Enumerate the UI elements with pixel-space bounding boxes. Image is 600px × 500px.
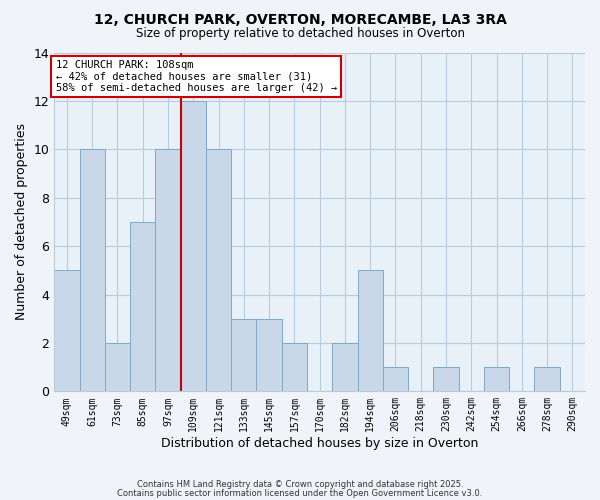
Bar	[535, 367, 560, 392]
Bar	[181, 101, 206, 392]
Bar	[130, 222, 155, 392]
Text: Contains public sector information licensed under the Open Government Licence v3: Contains public sector information licen…	[118, 488, 482, 498]
Bar	[206, 150, 231, 392]
X-axis label: Distribution of detached houses by size in Overton: Distribution of detached houses by size …	[161, 437, 478, 450]
Bar	[231, 318, 256, 392]
Bar	[332, 343, 358, 392]
Bar	[433, 367, 458, 392]
Bar	[54, 270, 80, 392]
Bar	[80, 150, 105, 392]
Bar	[256, 318, 282, 392]
Bar	[383, 367, 408, 392]
Bar	[282, 343, 307, 392]
Bar	[358, 270, 383, 392]
Text: 12, CHURCH PARK, OVERTON, MORECAMBE, LA3 3RA: 12, CHURCH PARK, OVERTON, MORECAMBE, LA3…	[94, 12, 506, 26]
Bar	[484, 367, 509, 392]
Text: Size of property relative to detached houses in Overton: Size of property relative to detached ho…	[136, 28, 464, 40]
Text: 12 CHURCH PARK: 108sqm
← 42% of detached houses are smaller (31)
58% of semi-det: 12 CHURCH PARK: 108sqm ← 42% of detached…	[56, 60, 337, 93]
Y-axis label: Number of detached properties: Number of detached properties	[15, 124, 28, 320]
Bar	[155, 150, 181, 392]
Text: Contains HM Land Registry data © Crown copyright and database right 2025.: Contains HM Land Registry data © Crown c…	[137, 480, 463, 489]
Bar	[105, 343, 130, 392]
